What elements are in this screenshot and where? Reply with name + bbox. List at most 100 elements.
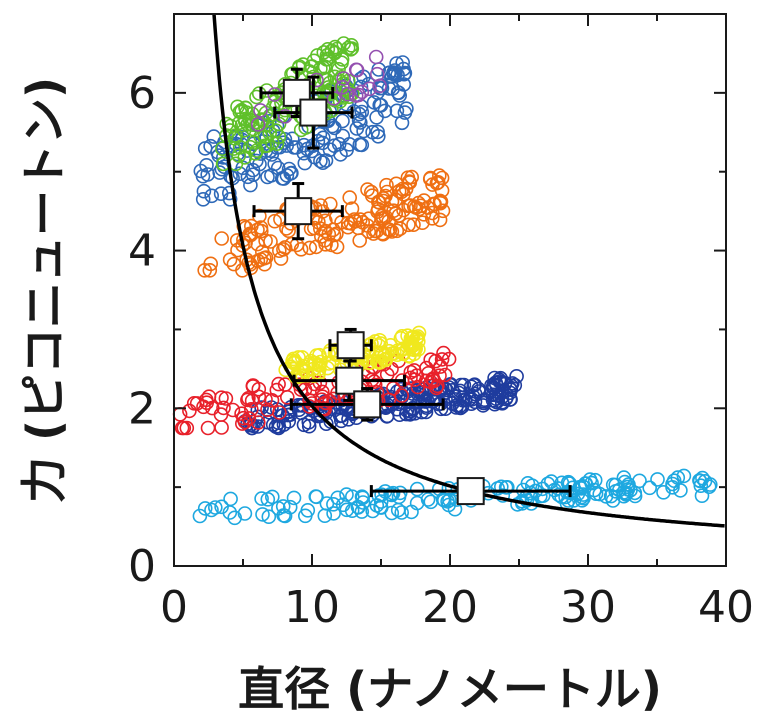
data-point series-7 point-97	[242, 139, 258, 155]
data-point series-5 point-163	[389, 223, 405, 239]
data-point series-1 point-122	[587, 472, 603, 488]
data-point series-1 point-131	[603, 488, 619, 504]
data-point series-1 point-156	[227, 510, 242, 526]
data-point series-6 point-146	[354, 104, 370, 120]
data-point series-1 point-164	[560, 493, 576, 508]
data-point series-1 point-154	[575, 478, 590, 494]
data-point series-8 point-18	[354, 84, 370, 100]
data-point series-6 point-27	[243, 177, 258, 193]
data-point series-5 point-130	[263, 234, 278, 249]
data-point series-1 point-138	[354, 489, 370, 505]
data-point series-2 point-201	[254, 400, 269, 415]
data-point series-1 point-167	[665, 479, 680, 495]
data-point series-6 point-14	[395, 55, 411, 70]
data-point series-3 point-113	[279, 389, 295, 405]
data-point series-1 point-153	[495, 488, 511, 503]
data-point series-6 point-145	[222, 185, 237, 201]
data-point series-3 point-75	[301, 399, 317, 414]
data-point series-2 point-141	[507, 377, 523, 393]
data-point series-6 point-114	[370, 129, 386, 144]
mean-marker	[284, 197, 313, 226]
data-point series-3 point-81	[429, 380, 444, 396]
data-point series-6 point-80	[213, 186, 229, 201]
data-point series-5 point-167	[367, 223, 383, 239]
data-point series-5 point-142	[386, 203, 401, 218]
data-point series-5 point-35	[229, 233, 245, 248]
data-point series-1 point-58	[192, 508, 208, 524]
data-point series-8 point-20	[336, 71, 351, 86]
data-point series-1 point-120	[208, 500, 223, 515]
data-point series-4 point-118	[374, 346, 390, 362]
data-point series-8 point-10	[267, 87, 283, 102]
data-point series-6 point-140	[318, 153, 334, 168]
data-point series-3 point-120	[250, 415, 266, 430]
data-point series-3 point-61	[436, 345, 451, 361]
data-point series-1 point-144	[522, 485, 538, 501]
data-point series-4 point-113	[396, 345, 411, 361]
data-point series-3 point-85	[214, 420, 229, 435]
data-point series-6 point-76	[283, 166, 299, 181]
data-point series-1 point-129	[576, 490, 591, 506]
data-point series-1 point-146	[223, 491, 238, 507]
data-point series-6 point-86	[270, 160, 286, 176]
data-point series-1 point-10	[650, 472, 665, 487]
mean-marker	[299, 98, 328, 127]
data-point series-7 point-141	[249, 89, 264, 105]
data-point series-7 point-135	[319, 72, 335, 88]
y-tick-label-0: 0	[128, 541, 156, 592]
data-point series-8 point-17	[369, 66, 385, 82]
data-point series-3 point-33	[241, 411, 257, 426]
data-point series-7 point-126	[340, 40, 356, 56]
data-point series-1 point-162	[584, 475, 599, 491]
data-point series-6 point-135	[396, 66, 412, 82]
data-point series-3 point-98	[182, 403, 197, 419]
data-point series-3 point-80	[199, 392, 214, 408]
data-point series-3 point-87	[240, 392, 255, 408]
data-point series-6 point-162	[199, 158, 214, 173]
data-point series-1 point-53	[255, 507, 270, 522]
data-point series-3 point-49	[216, 400, 231, 416]
data-point series-6 point-91	[327, 120, 342, 136]
data-point series-1 point-78	[286, 490, 302, 506]
data-point series-6 point-126	[297, 155, 313, 171]
data-point series-6 point-138	[197, 141, 213, 156]
data-point series-6 point-92	[196, 183, 212, 199]
data-point series-3 point-91	[196, 399, 211, 415]
axis-ticks-layer: 0 10 20 30 40 0 2 4 6	[128, 14, 754, 633]
data-point series-3 point-100	[423, 352, 439, 368]
data-point series-5 point-149	[214, 231, 229, 246]
data-point series-1 point-132	[297, 508, 313, 524]
data-point series-2 point-212	[449, 398, 465, 413]
data-point series-2 point-137	[425, 394, 441, 409]
data-point series-3 point-54	[264, 392, 280, 408]
data-point series-5 point-119	[361, 211, 377, 226]
data-point series-3 point-109	[245, 379, 261, 394]
mean-point-7	[369, 477, 572, 506]
data-point series-5 point-161	[253, 223, 269, 239]
data-point series-6 point-122	[372, 97, 388, 113]
data-point series-1 point-42	[326, 496, 341, 512]
data-point series-6 point-1	[335, 113, 350, 129]
data-point series-1 point-81	[261, 509, 277, 525]
y-tick-label-2: 2	[128, 383, 156, 434]
data-point series-7 point-114	[271, 129, 287, 144]
data-point series-5 point-115	[396, 202, 411, 218]
data-point series-8 point-12	[340, 86, 356, 102]
data-point series-3 point-57	[176, 420, 192, 436]
data-point series-1 point-109	[694, 488, 710, 504]
mean-marker	[456, 477, 485, 506]
data-point series-5 point-6	[202, 262, 218, 278]
data-point series-7 point-134	[219, 116, 234, 132]
data-point series-6 point-95	[389, 56, 404, 71]
data-point series-5 point-145	[243, 227, 259, 243]
data-point series-1 point-165	[616, 485, 632, 500]
data-point series-1 point-96	[365, 503, 381, 519]
data-point series-5 point-156	[424, 211, 440, 226]
data-point series-5 point-137	[317, 223, 333, 239]
data-point series-2 point-173	[318, 416, 334, 432]
data-point series-5 point-48	[401, 217, 416, 233]
data-point series-5 point-111	[326, 227, 342, 243]
data-point series-8 point-11	[250, 117, 266, 132]
data-point series-3 point-96	[244, 401, 259, 417]
